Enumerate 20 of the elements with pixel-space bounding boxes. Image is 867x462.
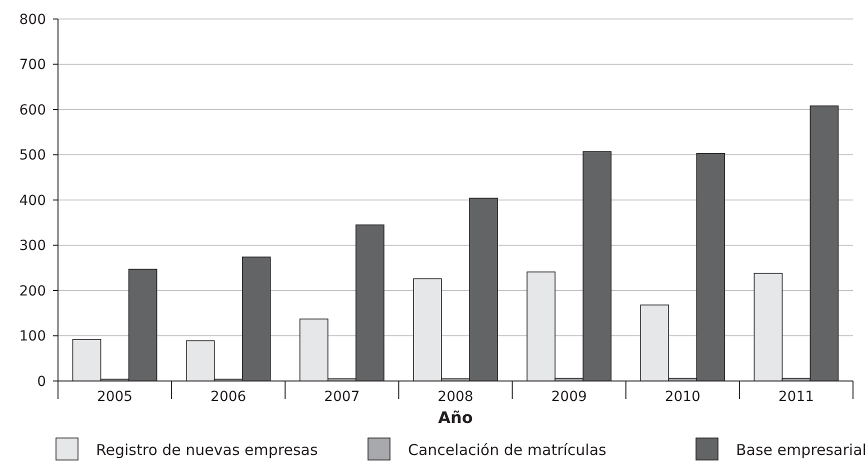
x-tick-label: 2010 bbox=[664, 389, 700, 405]
y-tick-label: 200 bbox=[19, 283, 46, 300]
x-tick-label: 2009 bbox=[551, 389, 587, 405]
y-tick-label: 0 bbox=[37, 374, 46, 390]
legend-label: Base empresarial bbox=[736, 441, 866, 459]
y-tick-label: 600 bbox=[19, 102, 46, 118]
y-tick-label: 800 bbox=[19, 12, 46, 28]
x-tick-label: 2006 bbox=[210, 389, 246, 405]
legend-label: Cancelación de matrículas bbox=[408, 441, 607, 459]
x-tick-label: 2007 bbox=[324, 389, 360, 405]
y-tick-label: 100 bbox=[19, 328, 46, 345]
x-tick-label: 2005 bbox=[96, 389, 133, 405]
x-tick-label: 2011 bbox=[778, 389, 814, 405]
y-tick-label: 500 bbox=[19, 148, 46, 164]
x-axis-title: Año bbox=[438, 408, 473, 427]
y-tick-label: 300 bbox=[19, 238, 46, 254]
y-tick-label: 400 bbox=[19, 192, 46, 209]
y-tick-label: 700 bbox=[19, 57, 46, 74]
x-tick-label: 2008 bbox=[438, 389, 474, 405]
legend-label: Registro de nuevas empresas bbox=[96, 441, 318, 459]
